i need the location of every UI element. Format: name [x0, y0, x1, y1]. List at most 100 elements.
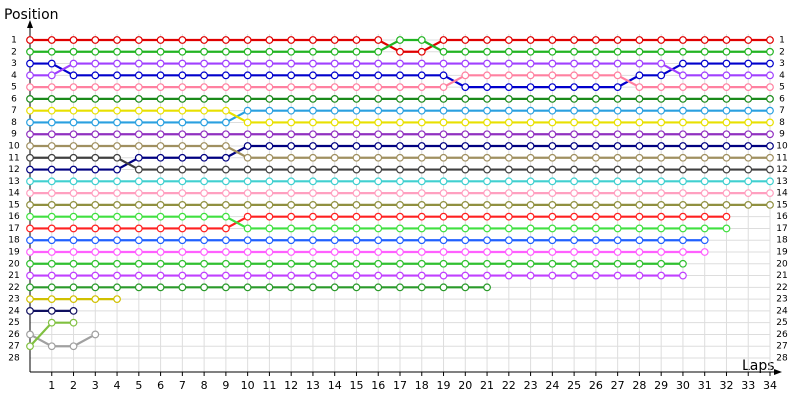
lap-marker — [178, 83, 187, 92]
lap-marker — [570, 212, 579, 221]
lap-marker — [309, 283, 317, 292]
lap-marker — [504, 165, 513, 174]
lap-marker — [613, 248, 622, 256]
lap-marker — [374, 142, 383, 150]
lap-marker — [200, 248, 209, 256]
lap-marker — [461, 259, 470, 268]
lap-marker — [591, 59, 600, 68]
lap-marker — [570, 236, 579, 245]
lap-marker — [374, 118, 383, 127]
lap-marker — [221, 212, 230, 221]
lap-marker — [330, 283, 339, 292]
lap-marker — [657, 142, 666, 150]
lap-marker — [657, 212, 666, 221]
lap-marker — [69, 248, 78, 256]
lap-marker — [156, 177, 165, 186]
lap-marker — [178, 177, 187, 186]
y-tick-label-right: 13 — [776, 177, 787, 187]
lap-marker — [287, 36, 296, 44]
lap-marker — [461, 271, 470, 280]
lap-marker — [657, 71, 666, 80]
lap-marker — [700, 142, 709, 150]
lap-marker — [156, 83, 165, 92]
lap-marker — [526, 177, 535, 186]
lap-marker — [200, 259, 209, 268]
lap-marker — [113, 189, 121, 198]
lap-marker — [221, 177, 230, 186]
lap-marker — [766, 36, 774, 44]
lap-marker — [548, 59, 557, 68]
lap-marker — [243, 36, 252, 44]
lap-marker — [657, 248, 666, 256]
lap-marker — [657, 177, 666, 186]
lap-marker — [91, 106, 100, 115]
lap-marker — [69, 94, 78, 103]
lap-marker — [330, 130, 339, 139]
lap-marker — [591, 212, 600, 221]
lap-marker — [439, 118, 448, 127]
lap-marker — [504, 236, 513, 245]
lap-marker — [744, 71, 753, 80]
lap-marker — [221, 283, 230, 292]
y-tick-label: 25 — [8, 318, 19, 328]
lap-marker — [69, 153, 78, 162]
lap-marker — [635, 248, 644, 256]
lap-marker — [221, 165, 230, 174]
x-tick-label: 4 — [114, 379, 121, 392]
lap-marker — [657, 153, 666, 162]
lap-marker — [504, 71, 513, 80]
lap-marker — [69, 189, 78, 198]
lap-marker — [26, 342, 34, 351]
lap-marker — [287, 59, 296, 68]
lap-marker — [613, 106, 622, 115]
lap-marker — [396, 177, 404, 186]
lap-marker — [417, 71, 426, 80]
lap-marker — [287, 165, 296, 174]
x-tick-label: 26 — [589, 379, 603, 392]
lap-marker — [26, 330, 34, 339]
lap-marker — [635, 142, 644, 150]
lap-marker — [374, 200, 383, 209]
lap-marker — [613, 94, 622, 103]
lap-marker — [352, 200, 361, 209]
lap-marker — [352, 59, 361, 68]
lap-marker — [744, 200, 753, 209]
lap-marker — [156, 212, 165, 221]
lap-marker — [243, 130, 252, 139]
lap-marker — [591, 177, 600, 186]
lap-marker — [287, 259, 296, 268]
lap-marker — [483, 177, 491, 186]
lap-marker — [69, 71, 78, 80]
y-tick-label-right: 5 — [779, 83, 785, 93]
lap-marker — [200, 224, 209, 233]
lap-marker — [69, 59, 78, 68]
lap-marker — [417, 59, 426, 68]
lap-marker — [722, 224, 731, 233]
lap-marker — [461, 200, 470, 209]
lap-marker — [417, 47, 426, 56]
lap-marker — [47, 71, 56, 80]
lap-marker — [287, 177, 296, 186]
lap-marker — [69, 342, 78, 351]
lap-marker — [396, 94, 404, 103]
lap-marker — [374, 271, 383, 280]
lap-marker — [483, 189, 491, 198]
lap-marker — [113, 271, 121, 280]
y-tick-label-right: 16 — [776, 212, 788, 222]
lap-marker — [200, 153, 209, 162]
lap-marker — [47, 142, 56, 150]
lap-marker — [243, 236, 252, 245]
lap-marker — [47, 200, 56, 209]
lap-marker — [352, 36, 361, 44]
y-tick-label-right: 4 — [779, 71, 785, 81]
lap-marker — [591, 153, 600, 162]
lap-marker — [548, 118, 557, 127]
lap-marker — [613, 212, 622, 221]
lap-marker — [483, 106, 491, 115]
lap-marker — [352, 236, 361, 245]
lap-marker — [243, 224, 252, 233]
lap-marker — [309, 189, 317, 198]
lap-marker — [374, 153, 383, 162]
lap-marker — [679, 212, 687, 221]
lap-marker — [548, 212, 557, 221]
